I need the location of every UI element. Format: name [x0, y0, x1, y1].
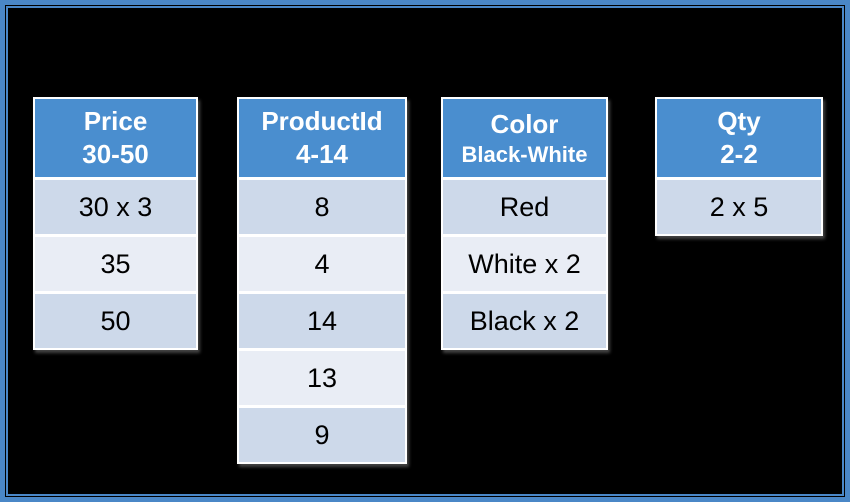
facet-row: 4 [239, 237, 405, 291]
facet-row: 14 [239, 294, 405, 348]
facet-row: White x 2 [443, 237, 606, 291]
facet-row: 50 [35, 294, 196, 348]
price-table-title: Price [83, 106, 148, 137]
price-table-header: Price 30-50 [35, 99, 196, 177]
facet-row: 30 x 3 [35, 180, 196, 234]
qty-table-header: Qty 2-2 [657, 99, 821, 177]
facet-row: 8 [239, 180, 405, 234]
qty-table-title: Qty [717, 106, 761, 137]
facet-row: 35 [35, 237, 196, 291]
facet-row: 2 x 5 [657, 180, 821, 234]
facet-table-color: Color Black-White Red White x 2 Black x … [441, 97, 608, 350]
facet-table-price: Price 30-50 30 x 3 35 50 [33, 97, 198, 350]
color-table-header: Color Black-White [443, 99, 606, 177]
facet-row: Red [443, 180, 606, 234]
price-table-range: 30-50 [82, 139, 149, 169]
color-table-title: Color [490, 108, 559, 139]
facet-row: Black x 2 [443, 294, 606, 348]
facet-table-productid: ProductId 4-14 8 4 14 13 9 [237, 97, 407, 464]
qty-table-range: 2-2 [720, 139, 758, 169]
facet-table-qty: Qty 2-2 2 x 5 [655, 97, 823, 236]
productid-table-range: 4-14 [295, 139, 349, 169]
productid-table-title: ProductId [261, 106, 383, 137]
facet-row: 13 [239, 351, 405, 405]
productid-table-header: ProductId 4-14 [239, 99, 405, 177]
facet-row: 9 [239, 408, 405, 462]
color-table-range: Black-White [461, 141, 588, 167]
